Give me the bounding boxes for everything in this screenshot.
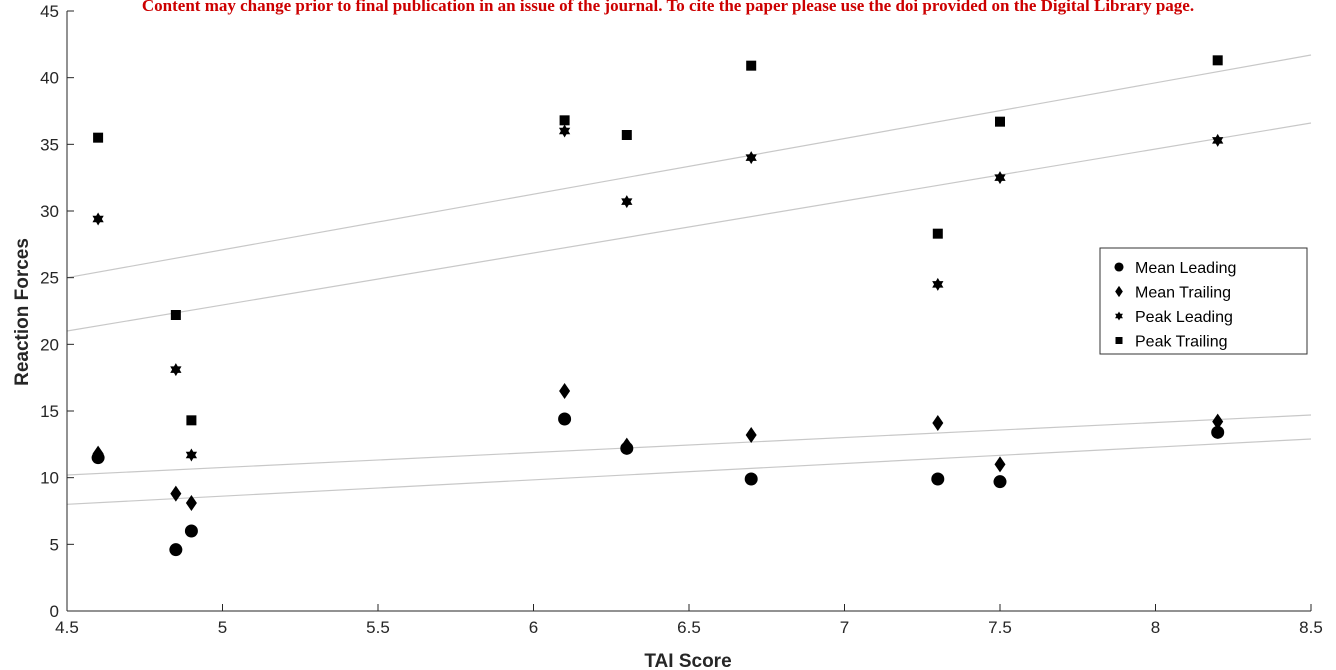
hexagram-part	[621, 198, 633, 209]
hexagram-part	[1115, 313, 1123, 321]
axes: 4.5 5 5.5 6 6.5 7 7.5 8 8.5 0 5 10 15 20 25 30 35 40 45	[40, 2, 1323, 637]
x-tick-label: 7.5	[988, 618, 1012, 637]
peak-trailing-point	[93, 132, 104, 143]
x-tick-label: 5	[218, 618, 227, 637]
mean-trailing-point	[994, 456, 1006, 473]
x-tick-label: 6.5	[677, 618, 701, 637]
mean-trailing-point	[932, 415, 944, 431]
x-tick-label: 8.5	[1299, 618, 1323, 637]
hexagram-part	[558, 127, 571, 138]
peak-leading-point	[558, 124, 571, 138]
peak-leading-point	[92, 212, 104, 226]
peak-leading-point	[1212, 133, 1224, 147]
mean-trailing-point	[185, 495, 197, 511]
legend-box	[1099, 247, 1308, 355]
legend-marker	[1115, 311, 1123, 321]
y-tick-label: 10	[40, 469, 59, 488]
legend-item-peak-leading: Peak Leading	[1115, 309, 1233, 326]
y-tick-label: 15	[40, 402, 59, 421]
data-markers	[91, 55, 1225, 557]
peak-trailing-point	[559, 115, 570, 126]
peak-trailing-point	[995, 116, 1005, 127]
legend-label: Peak Leading	[1135, 309, 1233, 326]
mean-trailing-point	[745, 427, 757, 443]
trendline-4	[66, 438, 1312, 505]
legend-label: Mean Leading	[1135, 260, 1236, 277]
mean-leading-point	[169, 543, 183, 557]
mean-trailing-point	[170, 485, 182, 502]
legend: Mean Leading Mean Trailing Peak Leading Pe…	[1099, 247, 1308, 355]
peak-trailing-point	[932, 228, 943, 239]
legend-marker	[1115, 337, 1123, 344]
peak-trailing-point	[186, 415, 197, 426]
peak-leading-point	[185, 448, 198, 462]
legend-marker-peak-leading	[1115, 311, 1123, 321]
x-tick-label: 4.5	[55, 618, 79, 637]
legend-item-peak-trailing: Peak Trailing	[1115, 334, 1228, 351]
x-tick-label: 6	[529, 618, 538, 637]
legend-marker	[1114, 262, 1124, 272]
mean-leading-point	[744, 472, 758, 486]
x-axis-title: TAI Score	[644, 651, 731, 670]
peak-trailing-point	[746, 60, 757, 71]
mean-leading-point	[993, 475, 1007, 489]
mean-leading-point	[1211, 425, 1225, 439]
hexagram-part	[932, 281, 944, 291]
y-tick-label: 5	[50, 535, 59, 554]
mean-trailing-point	[1212, 413, 1224, 430]
mean-leading-point	[558, 412, 572, 426]
peak-leading-point	[745, 151, 757, 165]
hexagram-part	[1212, 137, 1224, 147]
peak-leading-point	[932, 277, 944, 291]
peak-trailing-point	[621, 130, 632, 140]
y-tick-label: 20	[40, 335, 59, 354]
peak-trailing-point	[1212, 55, 1223, 66]
mean-leading-point	[184, 524, 198, 538]
hexagram-part	[170, 366, 182, 377]
legend-marker-mean-leading	[1114, 262, 1124, 272]
y-tick-label: 0	[50, 602, 59, 621]
mean-trailing-point	[621, 437, 633, 454]
hexagram-part	[92, 215, 104, 226]
peak-leading-point	[170, 363, 182, 377]
legend-label: Peak Trailing	[1135, 334, 1228, 351]
x-tick-label: 5.5	[366, 618, 390, 637]
hexagram-part	[994, 174, 1006, 185]
mean-trailing-point	[92, 445, 104, 462]
journal-notice-banner: Content may change prior to final public…	[141, 0, 1195, 15]
y-tick-label: 45	[40, 2, 59, 21]
x-tick-label: 8	[1151, 618, 1160, 637]
hexagram-part	[185, 451, 198, 462]
trendlines	[66, 54, 1312, 505]
y-tick-label: 40	[40, 69, 59, 88]
peak-trailing-point	[170, 310, 181, 320]
trendline-3	[66, 414, 1312, 476]
legend-marker-peak-trailing	[1115, 337, 1123, 344]
y-tick-label: 25	[40, 269, 59, 288]
peak-leading-point	[994, 171, 1006, 185]
mean-leading-point	[931, 472, 945, 486]
legend-label: Mean Trailing	[1135, 285, 1231, 302]
x-tick-label: 7	[840, 618, 849, 637]
y-tick-label: 30	[40, 202, 59, 221]
trendline-2	[66, 122, 1312, 332]
y-axis-title: Reaction Forces	[12, 238, 33, 386]
legend-item-mean-leading: Mean Leading	[1114, 260, 1236, 277]
mean-trailing-point	[559, 383, 571, 399]
trendline-1	[66, 54, 1312, 279]
y-tick-label: 35	[40, 135, 59, 154]
peak-leading-point	[621, 195, 633, 209]
hexagram-part	[745, 154, 757, 165]
